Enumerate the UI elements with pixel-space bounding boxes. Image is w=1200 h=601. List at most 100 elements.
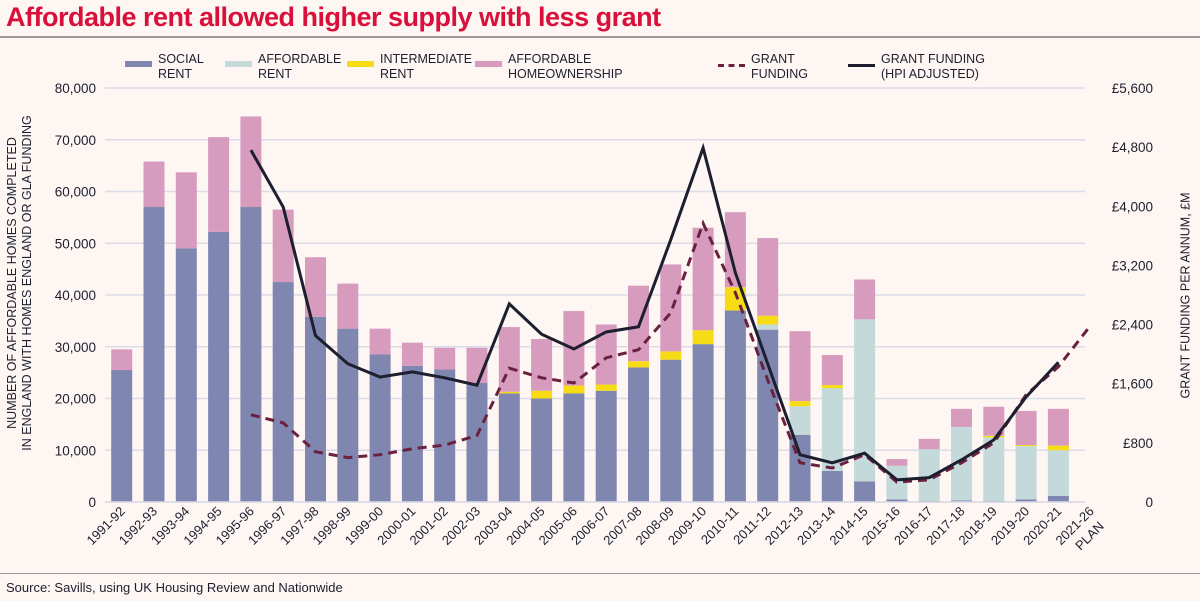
bar-social-rent <box>143 207 165 502</box>
y-tick-label: 10,000 <box>55 443 96 458</box>
legend-item: GRANT FUNDING (HPI ADJUSTED) <box>848 52 985 82</box>
bar-social-rent <box>563 393 585 502</box>
bar-social-rent <box>951 500 972 502</box>
bar-intermediate-rent <box>595 384 617 391</box>
source-divider <box>0 573 1200 574</box>
bar-affordable-homeownership <box>305 257 326 317</box>
bar-intermediate-rent <box>563 385 585 394</box>
bar-social-rent <box>692 344 714 502</box>
y2-tick-label: £1,600 <box>1112 377 1153 392</box>
y-tick-label: 40,000 <box>55 288 96 303</box>
bar-affordable-homeownership <box>111 349 133 371</box>
legend-label-line: HOMEOWNERSHIP <box>508 67 623 81</box>
bar-affordable-homeownership <box>595 324 617 385</box>
bar-intermediate-rent <box>821 385 843 389</box>
legend-label-line: RENT <box>258 67 293 81</box>
legend-label: GRANT FUNDING <box>751 52 808 82</box>
bar-social-rent <box>1015 499 1037 502</box>
bar-social-rent <box>789 434 811 502</box>
legend-swatch <box>475 61 502 67</box>
bar-social-rent <box>337 328 359 502</box>
bar-affordable-homeownership <box>143 161 165 208</box>
bar-affordable-homeownership <box>208 137 230 232</box>
bar-intermediate-rent <box>531 390 553 399</box>
legend-swatch <box>347 61 374 67</box>
y-tick-label: 70,000 <box>55 133 96 148</box>
bar-affordable-homeownership <box>337 283 359 329</box>
line-grant-funding <box>250 219 1092 484</box>
bar-affordable-homeownership <box>498 327 520 392</box>
bar-social-rent <box>886 499 908 502</box>
y-tick-label: 0 <box>88 495 96 510</box>
y2-tick-label: £4,000 <box>1112 199 1153 214</box>
bar-intermediate-rent <box>757 315 779 325</box>
bar-social-rent <box>401 365 423 502</box>
bar-affordable-homeownership <box>175 172 197 249</box>
bar-affordable-homeownership <box>692 227 714 331</box>
bar-social-rent <box>757 329 779 502</box>
bar-affordable-homeownership <box>660 264 682 352</box>
bar-affordable-homeownership <box>369 328 391 355</box>
legend-label: AFFORDABLE HOMEOWNERSHIP <box>508 52 623 82</box>
bar-social-rent <box>434 369 456 502</box>
bar-affordable-homeownership <box>1047 408 1069 446</box>
y-tick-label: 60,000 <box>55 185 96 200</box>
y2-tick-label: £5,600 <box>1112 81 1153 96</box>
bar-social-rent <box>305 316 326 502</box>
bar-intermediate-rent <box>789 401 811 407</box>
y2-tick-label: 0 <box>1145 495 1153 510</box>
bar-intermediate-rent <box>628 361 649 368</box>
bar-affordable-homeownership <box>789 331 811 402</box>
bar-affordable-rent <box>757 324 779 330</box>
bar-affordable-rent <box>789 406 811 435</box>
y2-tick-label: £2,400 <box>1112 318 1153 333</box>
bar-intermediate-rent <box>692 330 714 345</box>
bar-social-rent <box>1047 495 1069 502</box>
legend-label: GRANT FUNDING (HPI ADJUSTED) <box>881 52 985 82</box>
bar-social-rent <box>240 207 262 502</box>
bar-social-rent <box>595 390 617 502</box>
chart-title: Affordable rent allowed higher supply wi… <box>6 2 661 32</box>
legend-label-line: AFFORDABLE <box>258 52 342 66</box>
bar-affordable-homeownership <box>757 238 779 316</box>
legend-item: SOCIAL RENT <box>125 52 204 82</box>
y2-tick-label: £4,800 <box>1112 140 1153 155</box>
bar-affordable-rent <box>1015 446 1037 500</box>
y2-tick-label: £3,200 <box>1112 258 1153 273</box>
bar-affordable-rent <box>854 319 876 482</box>
legend-label-line: GRANT FUNDING <box>881 52 985 66</box>
bar-social-rent <box>272 282 294 502</box>
bar-affordable-homeownership <box>951 408 972 427</box>
bar-affordable-rent <box>821 388 843 471</box>
bar-social-rent <box>628 367 649 502</box>
legend-label-line: SOCIAL <box>158 52 204 66</box>
legend-label-line: FUNDING <box>751 67 808 81</box>
bar-social-rent <box>369 354 391 502</box>
legend-item: AFFORDABLE HOMEOWNERSHIP <box>475 52 623 82</box>
bar-affordable-homeownership <box>240 116 262 208</box>
legend-label-line: RENT <box>380 67 415 81</box>
bar-intermediate-rent <box>1015 445 1037 447</box>
bar-social-rent <box>724 310 746 502</box>
bar-intermediate-rent <box>660 351 682 360</box>
bar-affordable-rent <box>983 437 1005 501</box>
bar-social-rent <box>208 231 230 503</box>
legend-label-line: GRANT <box>751 52 795 66</box>
bar-affordable-homeownership <box>272 209 294 283</box>
source-note: Source: Savills, using UK Housing Review… <box>6 580 343 595</box>
bar-social-rent <box>466 382 488 502</box>
legend-swatch <box>225 61 252 67</box>
legend-item: INTERMEDIATE RENT <box>347 52 472 82</box>
title-divider <box>0 36 1200 38</box>
y-tick-label: 80,000 <box>55 81 96 96</box>
legend-label: SOCIAL RENT <box>158 52 204 82</box>
y-tick-label: 30,000 <box>55 340 96 355</box>
bar-social-rent <box>498 393 520 502</box>
legend-line-swatch <box>718 64 745 67</box>
bar-affordable-homeownership <box>1015 410 1037 446</box>
line-grant-funding-hpi-adjusted- <box>249 142 1060 482</box>
bar-intermediate-rent <box>1047 445 1069 451</box>
bar-affordable-homeownership <box>854 279 876 320</box>
legend-swatch <box>125 61 152 67</box>
